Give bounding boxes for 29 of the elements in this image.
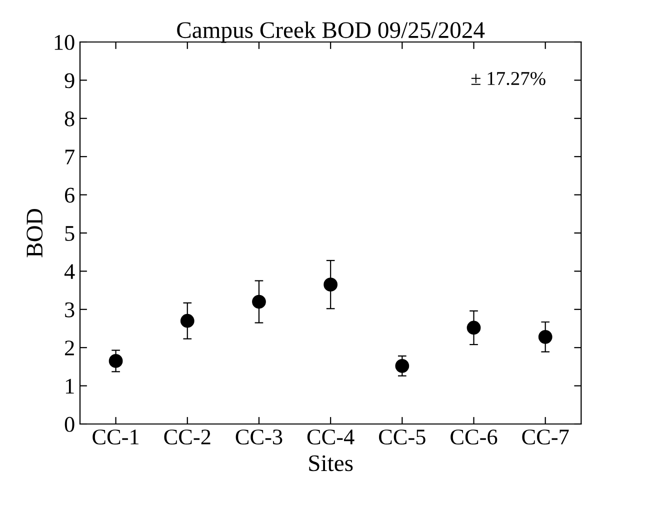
x-tick-label: CC-4: [307, 430, 354, 444]
point: [466, 320, 481, 335]
y-tick-label: 8: [64, 111, 74, 126]
y-tick-label: 10: [54, 34, 74, 50]
x-axis-title: Sites: [309, 455, 353, 472]
y-axis-title: BOD: [26, 209, 43, 258]
x-tick-label: CC-6: [450, 430, 498, 444]
chart-title: Campus Creek BOD 09/25/2024: [177, 21, 485, 43]
point: [108, 354, 123, 368]
x-tick-label: CC-2: [164, 430, 210, 444]
x-tick-label: CC-5: [379, 430, 426, 444]
y-tick-label: 0: [64, 416, 74, 432]
y-tick-label: 6: [64, 188, 74, 203]
y-tick-label: 3: [65, 302, 74, 318]
point: [395, 358, 410, 373]
y-tick-label: 7: [65, 150, 74, 164]
x-tick-label: CC-1: [92, 430, 139, 444]
y-tick-label: 5: [65, 226, 74, 241]
y-tick-label: 2: [65, 340, 74, 356]
point: [324, 278, 338, 292]
point: [252, 294, 266, 309]
point: [180, 314, 194, 328]
point: [538, 330, 552, 344]
x-tick-label: CC-7: [522, 430, 569, 444]
x-tick-label: CC-3: [236, 430, 282, 444]
y-tick-label: 1: [66, 378, 74, 394]
y-tick-label: 4: [64, 264, 75, 279]
y-tick-label: 9: [64, 73, 74, 88]
annotation: ± 17.27%: [471, 72, 546, 86]
